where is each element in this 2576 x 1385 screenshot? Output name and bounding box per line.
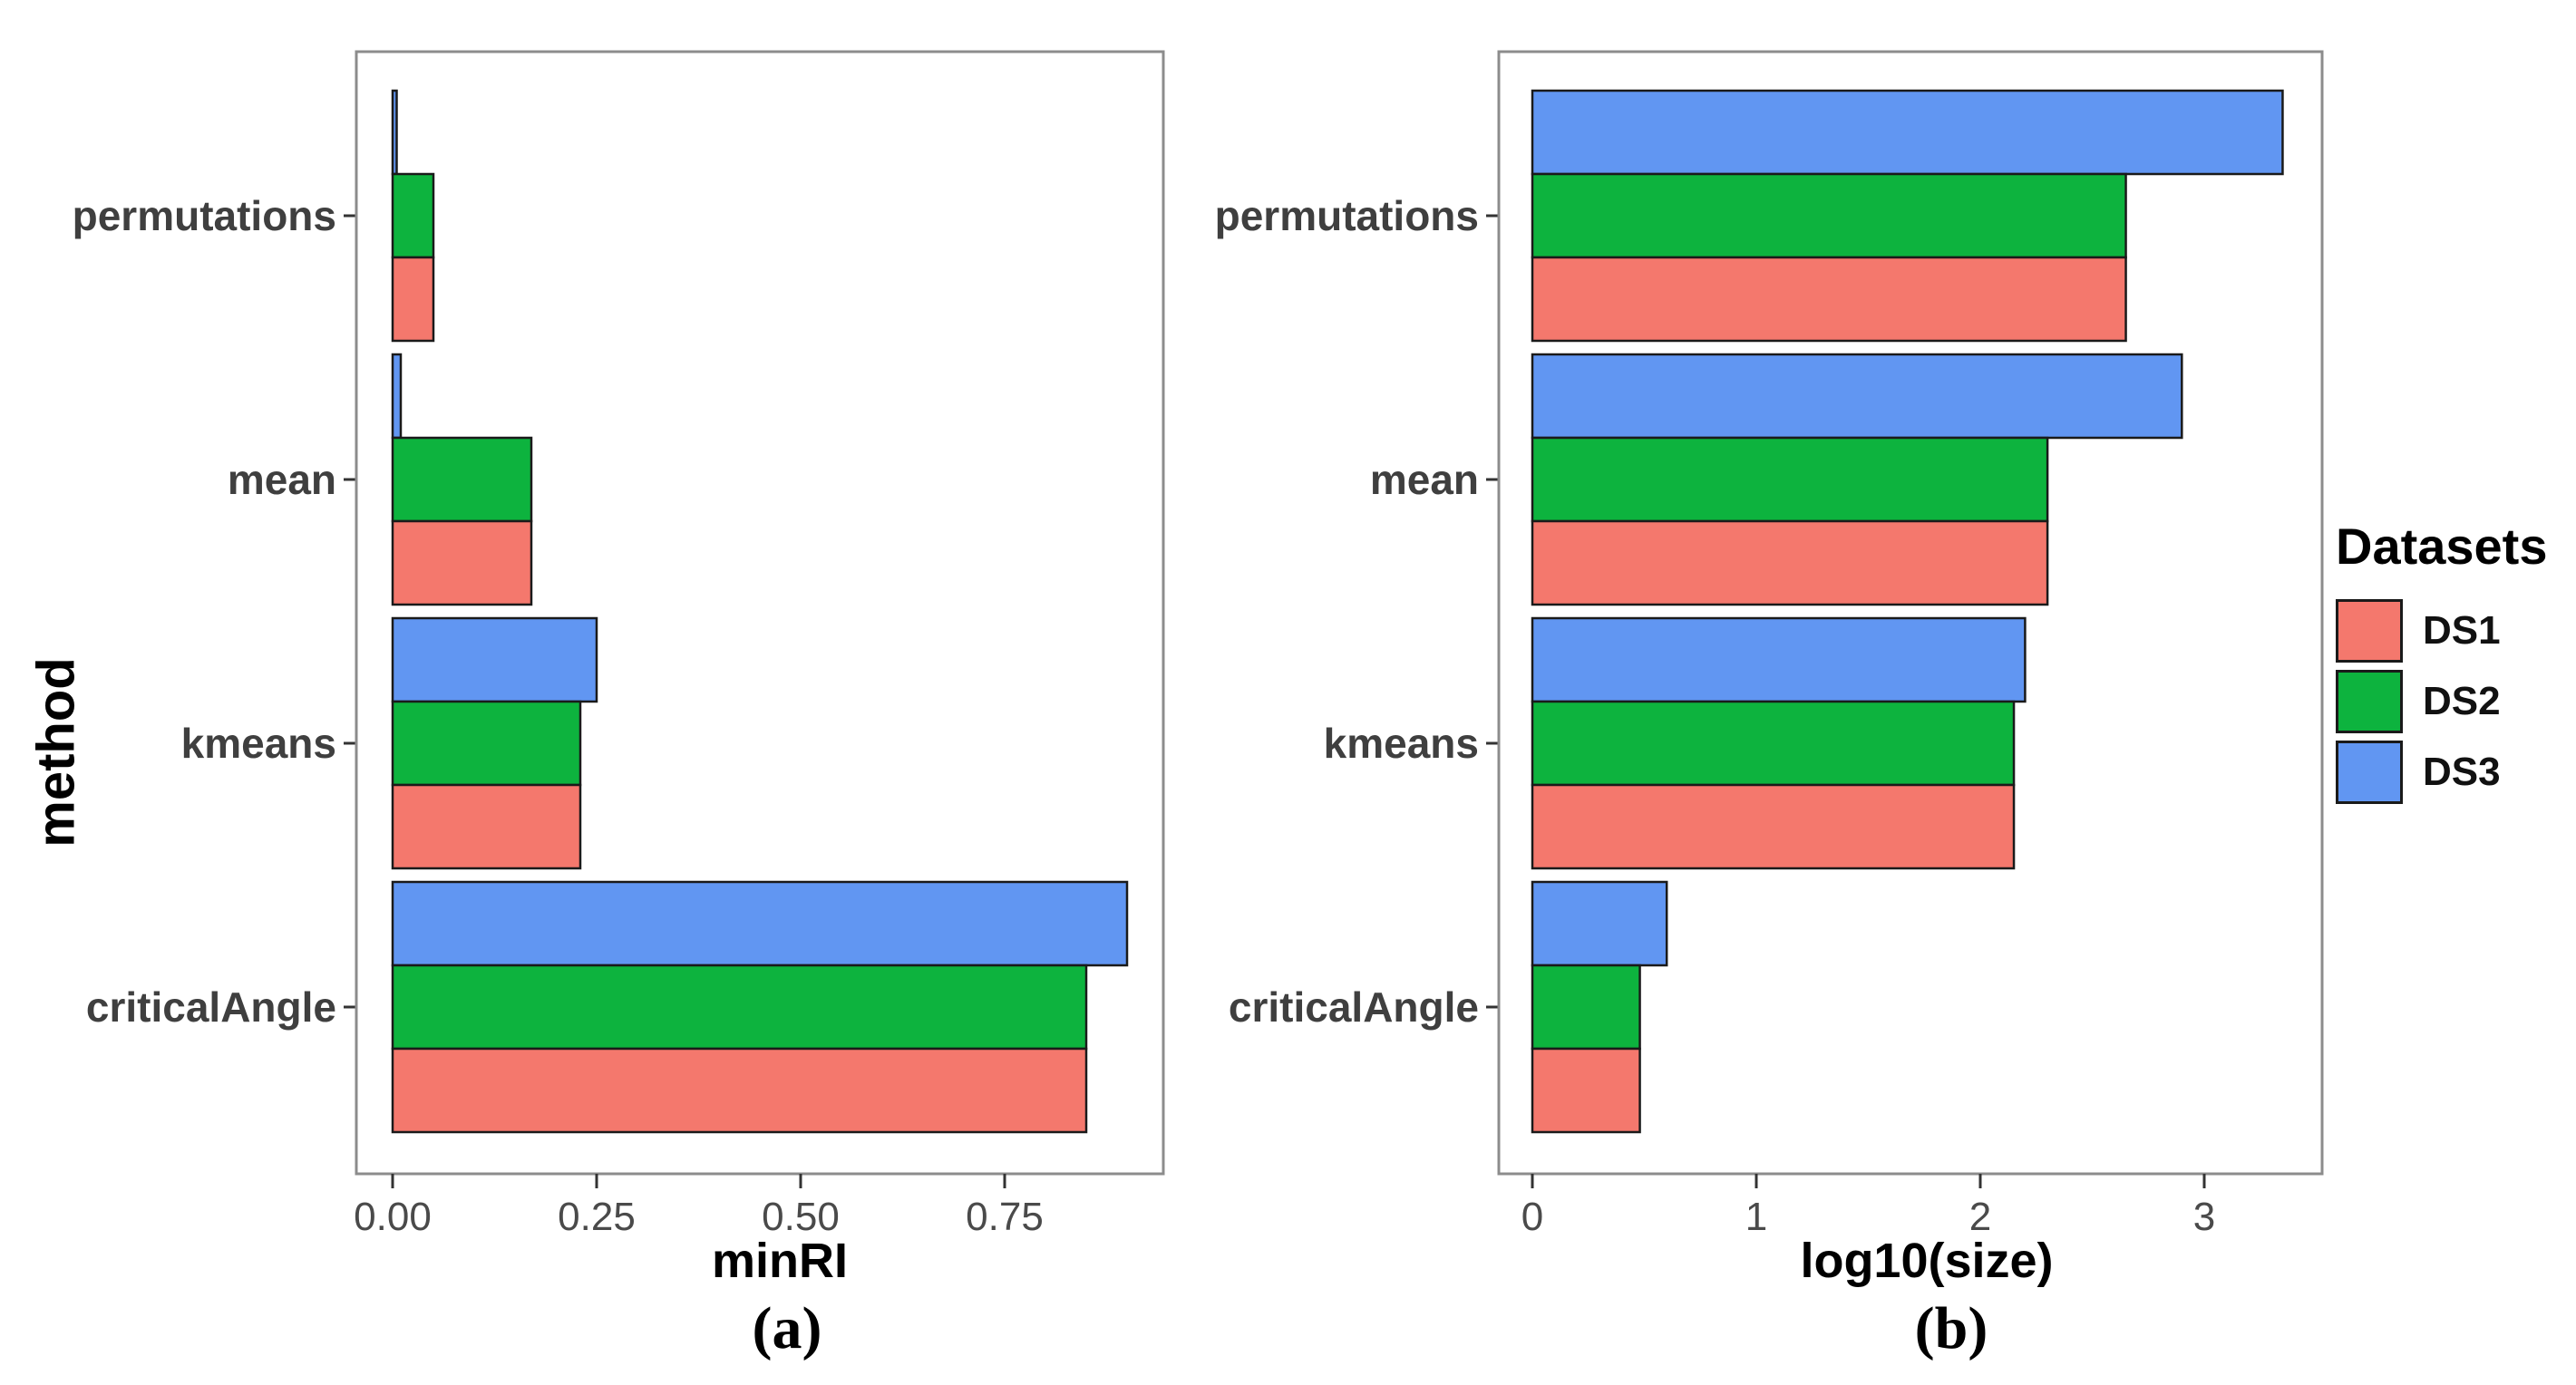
legend-entry-DS3: DS3	[2336, 741, 2575, 804]
y-category-label-criticalAngle: criticalAngle	[1229, 983, 1479, 1031]
legend: Datasets DS1 DS2 DS3	[2336, 517, 2575, 811]
panel-border-chart-a	[355, 50, 1165, 1176]
legend-title: Datasets	[2336, 518, 2548, 575]
bar-mean-DS2	[391, 436, 533, 523]
y-axis-title-method: method	[26, 657, 86, 847]
y-category-label-mean: mean	[228, 456, 336, 503]
bar-kmeans-DS2	[391, 700, 582, 787]
y-category-label-kmeans: kmeans	[181, 720, 336, 767]
bar-mean-DS1	[1531, 519, 2049, 606]
legend-swatch-DS1	[2336, 599, 2403, 663]
legend-swatch-DS3	[2336, 741, 2403, 804]
x-tick-label-3: 3	[2193, 1195, 2215, 1239]
y-category-label-kmeans: kmeans	[1324, 720, 1479, 767]
y-category-label-permutations: permutations	[73, 192, 336, 239]
x-tick-label-2: 2	[1969, 1195, 1991, 1239]
bar-permutations-DS3	[1531, 89, 2284, 176]
x-tick-label-0.00: 0.00	[354, 1195, 432, 1239]
bar-permutations-DS3	[391, 89, 398, 176]
x-tick-label-0.75: 0.75	[966, 1195, 1044, 1239]
y-category-label-criticalAngle: criticalAngle	[86, 983, 336, 1031]
bar-criticalAngle-DS3	[1531, 880, 1668, 967]
bar-criticalAngle-DS3	[391, 880, 1129, 967]
panel-border-chart-b	[1497, 50, 2324, 1176]
legend-label-DS2: DS2	[2423, 679, 2501, 723]
bar-kmeans-DS2	[1531, 700, 2016, 787]
x-tick-label-0.50: 0.50	[762, 1195, 840, 1239]
bar-kmeans-DS3	[1531, 616, 2027, 703]
subfigure-caption-b: (b)	[1914, 1295, 1988, 1361]
bar-permutations-DS1	[1531, 256, 2127, 343]
bar-kmeans-DS3	[391, 616, 598, 703]
x-tick-label-0.25: 0.25	[558, 1195, 636, 1239]
bar-permutations-DS2	[391, 172, 435, 259]
x-axis-title-log10size: log10(size)	[1800, 1234, 2054, 1288]
legend-entries: DS1 DS2 DS3	[2336, 599, 2575, 804]
x-tick-label-1: 1	[1745, 1195, 1767, 1239]
subfigure-caption-a: (a)	[752, 1295, 822, 1361]
legend-swatch-DS2	[2336, 670, 2403, 733]
y-category-label-mean: mean	[1370, 456, 1479, 503]
bar-kmeans-DS1	[391, 783, 582, 870]
bar-mean-DS2	[1531, 436, 2049, 523]
bar-mean-DS1	[391, 519, 533, 606]
legend-label-DS1: DS1	[2423, 608, 2501, 653]
bar-mean-DS3	[1531, 353, 2183, 440]
legend-label-DS3: DS3	[2423, 750, 2501, 794]
legend-entry-DS1: DS1	[2336, 599, 2575, 663]
bar-criticalAngle-DS1	[1531, 1047, 1641, 1134]
bar-permutations-DS2	[1531, 172, 2127, 259]
bar-permutations-DS1	[391, 256, 435, 343]
bar-criticalAngle-DS2	[391, 964, 1088, 1051]
x-tick-label-0: 0	[1521, 1195, 1543, 1239]
y-category-label-permutations: permutations	[1215, 192, 1479, 239]
bar-criticalAngle-DS1	[391, 1047, 1088, 1134]
legend-entry-DS2: DS2	[2336, 670, 2575, 733]
bar-kmeans-DS1	[1531, 783, 2016, 870]
x-axis-title-minri: minRI	[711, 1234, 849, 1288]
bar-criticalAngle-DS2	[1531, 964, 1641, 1051]
bar-mean-DS3	[391, 353, 403, 440]
